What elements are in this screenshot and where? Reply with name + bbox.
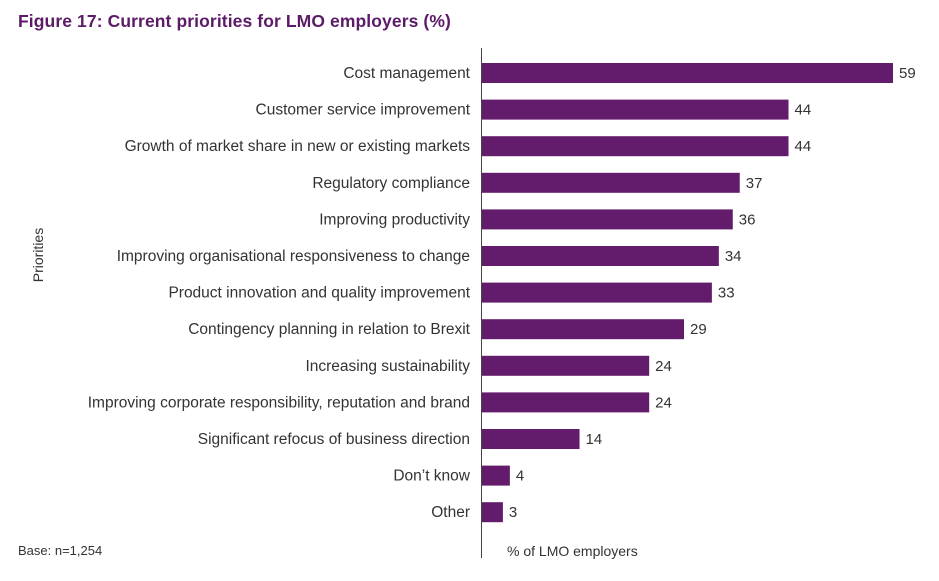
category-label: Customer service improvement [256, 102, 471, 119]
value-label: 24 [655, 394, 672, 411]
category-label: Regulatory compliance [312, 175, 470, 192]
value-label: 37 [746, 175, 763, 192]
chart-title: Figure 17: Current priorities for LMO em… [18, 11, 451, 31]
category-label: Significant refocus of business directio… [198, 431, 470, 448]
category-label: Improving productivity [319, 211, 470, 228]
bar [482, 392, 650, 413]
value-label: 29 [690, 321, 707, 338]
bar [482, 99, 789, 120]
bar [482, 136, 789, 157]
category-label: Improving organisational responsiveness … [117, 248, 470, 265]
value-label: 36 [739, 211, 756, 228]
value-label: 59 [899, 65, 916, 82]
category-label: Growth of market share in new or existin… [125, 138, 471, 155]
value-label: 4 [516, 468, 524, 485]
category-label: Don’t know [393, 468, 470, 485]
bar [482, 355, 650, 376]
value-label: 44 [795, 138, 812, 155]
bar [482, 172, 740, 193]
bar [482, 465, 510, 486]
bar [482, 502, 503, 523]
category-label: Contingency planning in relation to Brex… [188, 321, 470, 338]
value-label: 3 [509, 504, 517, 521]
bar [482, 319, 685, 340]
bar [482, 246, 719, 266]
category-label: Improving corporate responsibility, repu… [88, 394, 470, 411]
value-label: 14 [586, 431, 603, 448]
bar [482, 429, 580, 449]
bar [482, 209, 733, 230]
bar [482, 282, 712, 303]
x-axis-label: % of LMO employers [507, 543, 638, 559]
value-label: 34 [725, 248, 742, 265]
category-label: Other [431, 504, 470, 521]
value-label: 33 [718, 285, 735, 302]
value-label: 24 [655, 358, 672, 375]
value-label: 44 [795, 102, 812, 119]
base-note: Base: n=1,254 [18, 543, 103, 558]
category-label: Increasing sustainability [305, 358, 470, 375]
category-label: Product innovation and quality improveme… [168, 285, 470, 302]
y-axis-line [481, 48, 482, 558]
category-label: Cost management [343, 65, 470, 82]
bar [482, 63, 893, 83]
